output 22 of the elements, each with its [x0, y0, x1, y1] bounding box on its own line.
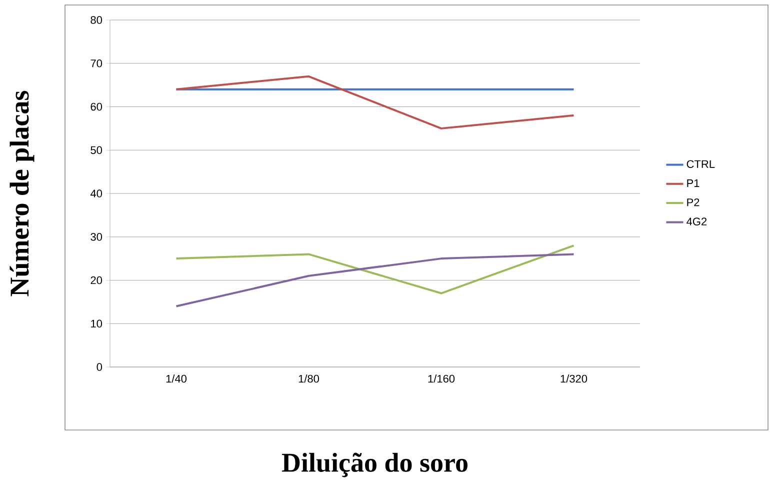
line-series	[175, 244, 575, 294]
y-tick-label: 40	[90, 190, 102, 198]
x-axis-title: Diluição do soro	[282, 452, 468, 478]
y-tick-label: 50	[90, 146, 102, 154]
x-tick-label: 1/320	[560, 374, 588, 383]
y-tick-label: 70	[90, 59, 102, 68]
y-tick-label: 80	[90, 16, 102, 24]
y-tick-label: 30	[90, 232, 102, 241]
line-series	[175, 253, 575, 308]
y-tick-label: 10	[91, 320, 102, 328]
x-tick-label: 1/160	[428, 374, 455, 383]
x-tick-label: 1/40	[166, 374, 187, 383]
y-tick-label: 60	[90, 102, 102, 111]
legend-label: P1	[687, 179, 700, 187]
y-tick-label: 0	[96, 363, 102, 371]
y-axis-title: Número de placas	[10, 90, 34, 296]
x-tick-label: 1/80	[298, 374, 320, 383]
legend-label: P2	[687, 198, 700, 206]
y-tick-label: 20	[90, 276, 102, 284]
line-series	[175, 75, 575, 130]
legend-label: 4G2	[686, 218, 707, 226]
legend-label: CTRL	[686, 160, 715, 168]
